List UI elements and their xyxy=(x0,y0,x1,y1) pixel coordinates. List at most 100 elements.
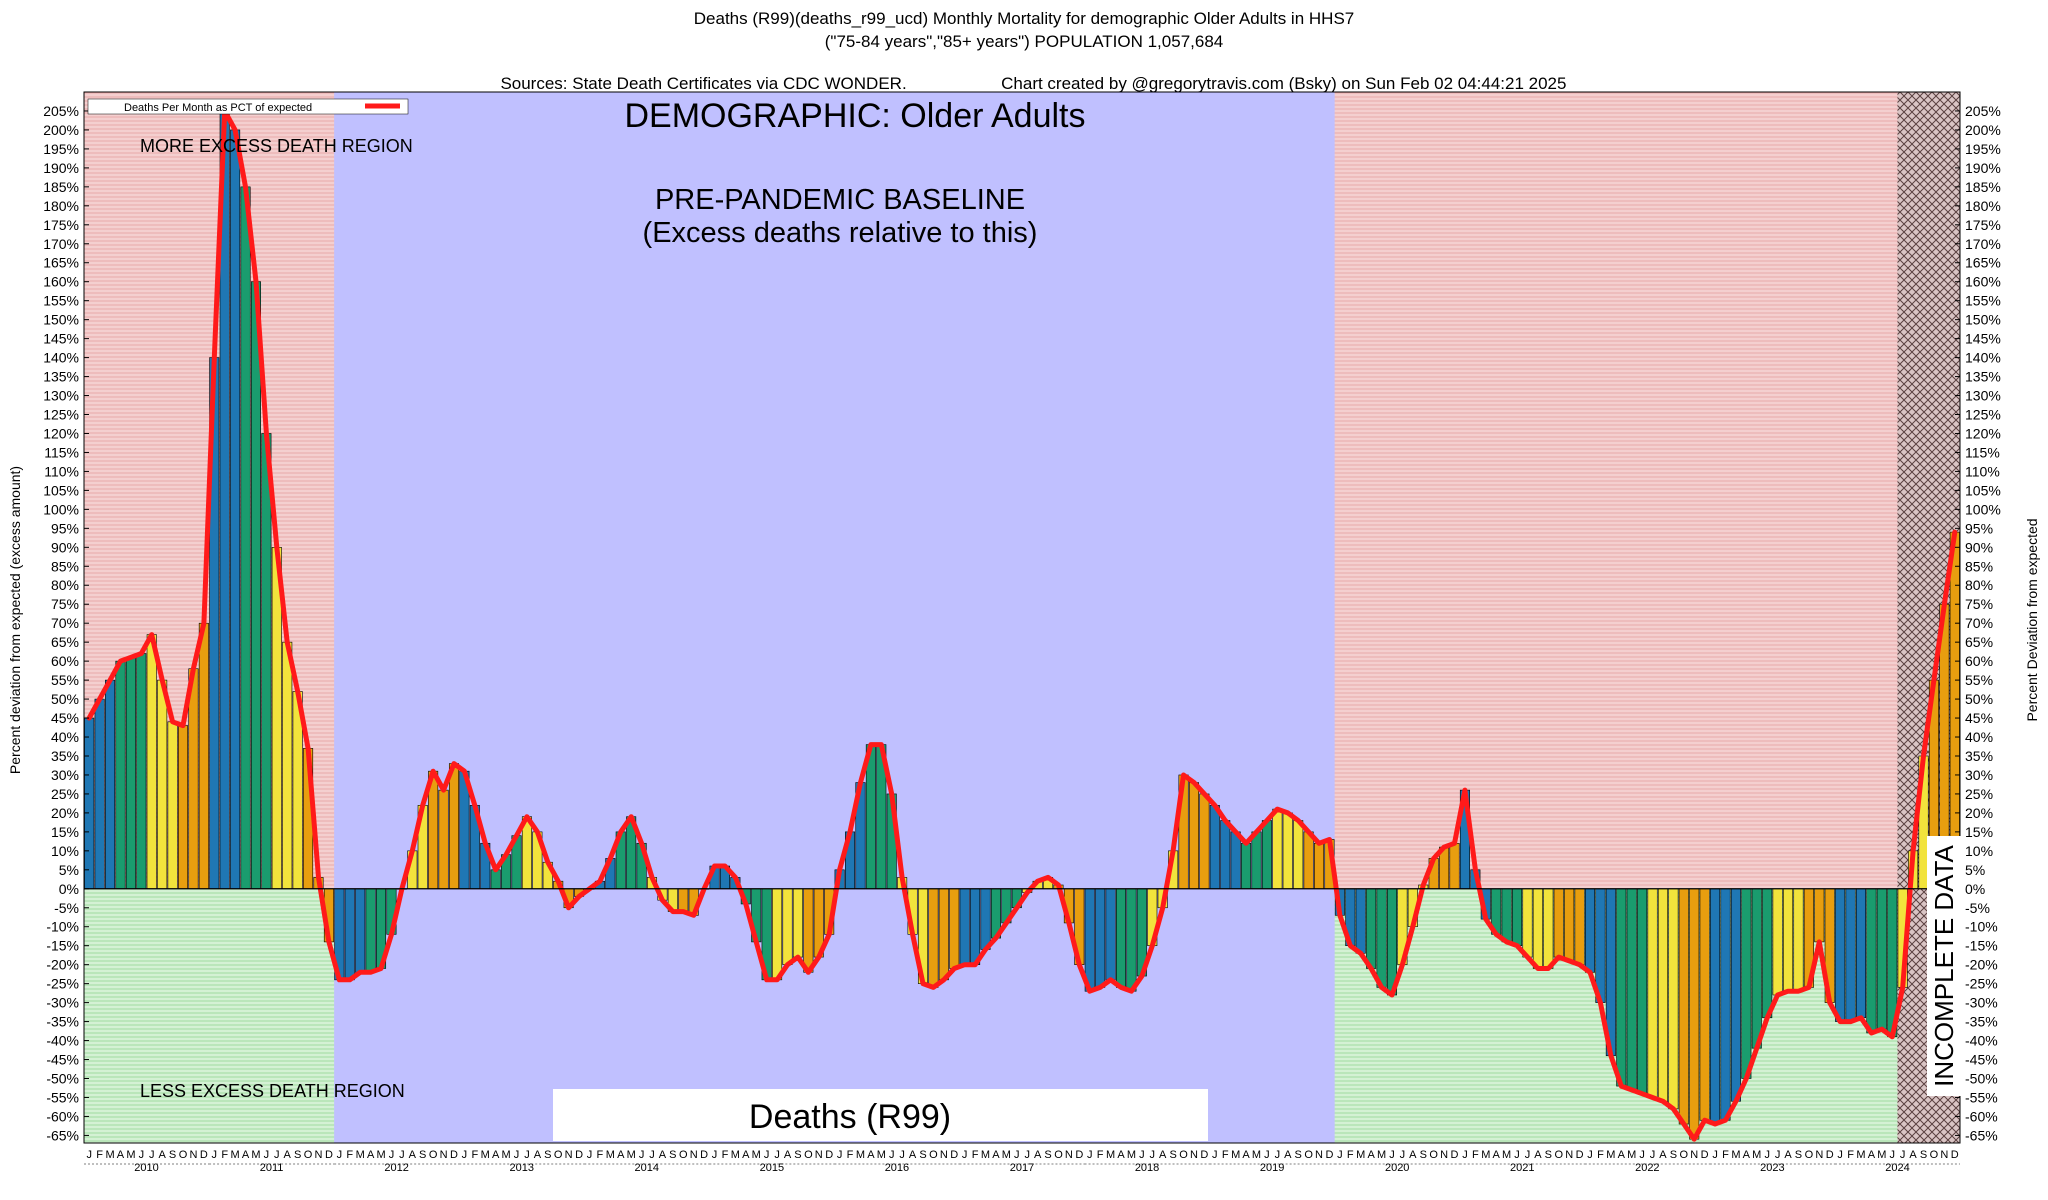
bar xyxy=(1626,888,1637,1091)
y-tick-label-right: 140% xyxy=(1965,350,2001,366)
x-tick-month-label: A xyxy=(1909,1149,1917,1161)
y-tick-label-left: -20% xyxy=(46,957,79,973)
y-tick-label-right: 135% xyxy=(1965,369,2001,385)
x-tick-month-label: O xyxy=(804,1149,813,1161)
x-tick-year-label: 2013 xyxy=(509,1162,533,1174)
y-tick-label-left: -45% xyxy=(46,1052,79,1068)
x-tick-month-label: F xyxy=(1222,1149,1229,1161)
x-tick-month-label: J xyxy=(1024,1149,1030,1161)
bar xyxy=(1689,888,1700,1140)
x-tick-month-label: N xyxy=(815,1149,823,1161)
x-tick-month-label: D xyxy=(950,1149,958,1161)
x-tick-month-label: N xyxy=(1190,1149,1198,1161)
x-tick-month-label: D xyxy=(1701,1149,1709,1161)
bar xyxy=(188,668,199,890)
y-tick-label-left: 175% xyxy=(43,217,79,233)
x-tick-month-label: S xyxy=(419,1149,426,1161)
background-regions xyxy=(84,92,1960,1143)
line-group xyxy=(86,108,1958,1142)
x-tick-month-label: O xyxy=(1680,1149,1689,1161)
bar xyxy=(803,888,814,973)
y-tick-label-left: 170% xyxy=(43,236,79,252)
bar xyxy=(949,888,960,969)
bar xyxy=(772,888,783,981)
y-tick-label-right: -10% xyxy=(1965,919,1998,935)
plot-frame xyxy=(83,91,1961,1144)
y-tick-label-left: 205% xyxy=(43,103,79,119)
y-tick-label-right: -60% xyxy=(1965,1108,1998,1124)
x-tick-month-label: S xyxy=(294,1149,301,1161)
x-tick-month-label: J xyxy=(1264,1149,1270,1161)
y-tick-label-left: 200% xyxy=(43,122,79,138)
x-tick-month-label: F xyxy=(1347,1149,1354,1161)
x-tick-month-label: M xyxy=(231,1149,240,1161)
x-tick-month-label: O xyxy=(1930,1149,1939,1161)
bar xyxy=(959,888,970,965)
bar xyxy=(1783,888,1794,992)
y-tick-label-right: 185% xyxy=(1965,179,2001,195)
y-tick-label-right: 155% xyxy=(1965,293,2001,309)
baseline-region xyxy=(334,92,1335,1143)
x-tick-month-label: M xyxy=(1502,1149,1511,1161)
x-tick-year-label: 2012 xyxy=(384,1162,408,1174)
y-tick-label-right: 200% xyxy=(1965,122,2001,138)
y-tick-label-right: -50% xyxy=(1965,1070,1998,1086)
bar xyxy=(1105,888,1116,981)
y-tick-label-right: -35% xyxy=(1965,1014,1998,1030)
bar xyxy=(105,679,116,890)
x-tick-month-label: J xyxy=(639,1149,645,1161)
chart-subtitle: ("75-84 years","85+ years") POPULATION 1… xyxy=(824,32,1224,51)
bar xyxy=(198,622,209,890)
bar xyxy=(448,763,459,890)
y-tick-label-left: 65% xyxy=(51,634,79,650)
bar xyxy=(344,888,355,981)
x-tick-month-label: N xyxy=(1440,1149,1448,1161)
y-tick-label-left: -15% xyxy=(46,938,79,954)
x-tick-month-label: J xyxy=(712,1149,718,1161)
x-tick-month-label: S xyxy=(544,1149,551,1161)
x-tick-month-label: A xyxy=(284,1149,292,1161)
x-tick-month-label: M xyxy=(1856,1149,1865,1161)
bar xyxy=(125,657,136,890)
x-tick-month-label: N xyxy=(690,1149,698,1161)
x-tick-month-label: M xyxy=(481,1149,490,1161)
x-tick-month-label: F xyxy=(1847,1149,1854,1161)
x-tick-month-label: A xyxy=(242,1149,250,1161)
x-tick-month-label: J xyxy=(1712,1149,1718,1161)
y-tick-label-left: -40% xyxy=(46,1033,79,1049)
bar xyxy=(1720,888,1731,1121)
x-tick-month-label: A xyxy=(117,1149,125,1161)
x-tick-month-label: A xyxy=(409,1149,417,1161)
x-tick-year-label: 2010 xyxy=(134,1162,158,1174)
x-tick-month-label: N xyxy=(1565,1149,1573,1161)
bar xyxy=(282,641,293,890)
x-tick-month-label: N xyxy=(440,1149,448,1161)
x-tick-month-label: M xyxy=(1106,1149,1115,1161)
x-tick-month-label: A xyxy=(1868,1149,1876,1161)
x-tick-month-label: S xyxy=(1295,1149,1302,1161)
x-tick-month-label: F xyxy=(346,1149,353,1161)
x-tick-month-label: J xyxy=(149,1149,155,1161)
y-tick-label-left: 80% xyxy=(51,577,79,593)
x-tick-month-label: A xyxy=(1159,1149,1167,1161)
x-tick-month-label: M xyxy=(126,1149,135,1161)
bar xyxy=(1449,842,1460,890)
x-tick-month-label: A xyxy=(992,1149,1000,1161)
y-tick-label-right: -65% xyxy=(1965,1127,1998,1143)
x-tick-month-label: M xyxy=(606,1149,615,1161)
chart-title: Deaths (R99)(deaths_r99_ucd) Monthly Mor… xyxy=(693,9,1355,28)
x-tick-month-label: M xyxy=(105,1149,114,1161)
y-tick-label-left: 125% xyxy=(43,407,79,423)
y-tick-label-left: 35% xyxy=(51,748,79,764)
x-tick-year-label: 2019 xyxy=(1260,1162,1284,1174)
x-tick-month-label: N xyxy=(1940,1149,1948,1161)
y-tick-label-right: 165% xyxy=(1965,255,2001,271)
bar xyxy=(1876,888,1887,1030)
bar xyxy=(1678,888,1689,1125)
x-tick-month-label: N xyxy=(1815,1149,1823,1161)
y-tick-label-right: 190% xyxy=(1965,160,2001,176)
bar xyxy=(365,888,376,973)
x-tick-month-label: A xyxy=(784,1149,792,1161)
bar xyxy=(1188,782,1199,890)
bar xyxy=(94,698,105,890)
